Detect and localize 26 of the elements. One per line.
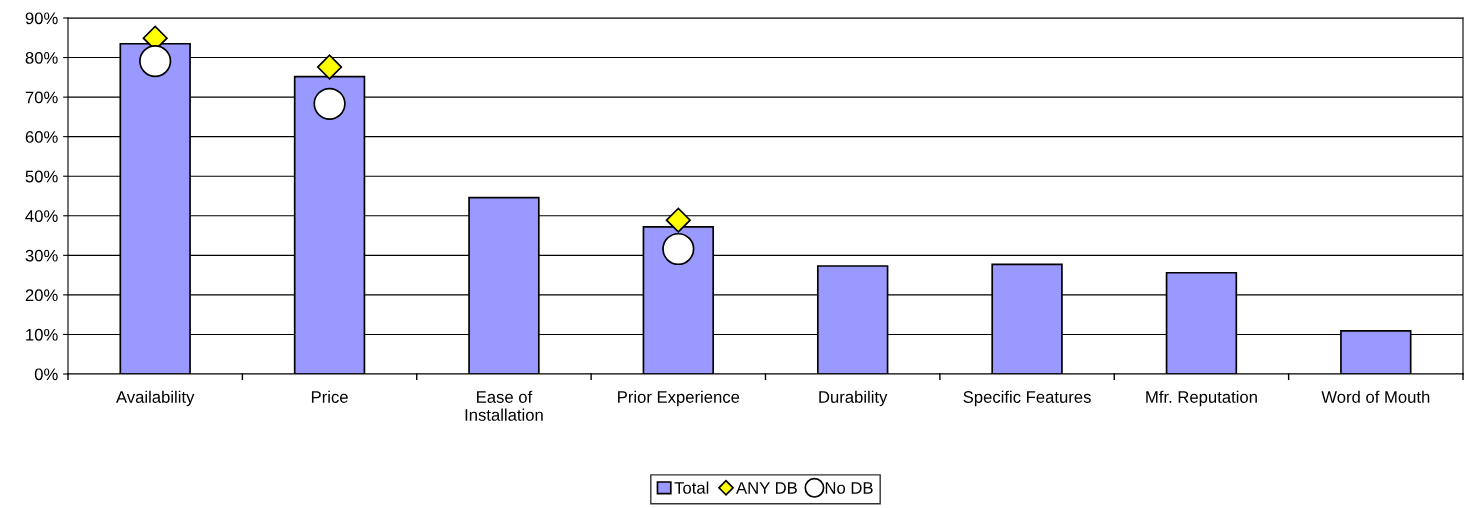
point — [316, 54, 343, 80]
y-tick-label: 20% — [25, 289, 58, 302]
y-tick-label: 80% — [25, 51, 58, 64]
y-tick-label: 10% — [26, 328, 58, 341]
x-tick-label: Durability — [819, 390, 888, 407]
y-tick-label: 30% — [25, 249, 58, 262]
x-tick-label: Price — [311, 390, 348, 403]
x-tick-label: Specific Features — [963, 390, 1091, 407]
x-tick-label: Mfr. Reputation — [1146, 390, 1257, 407]
x-tick-label: Ease of Installation — [465, 390, 543, 421]
y-tick-label: 70% — [25, 91, 58, 104]
point — [662, 232, 695, 266]
x-tick-label: Prior Experience — [618, 390, 740, 407]
legend-label: ANY DB — [736, 482, 797, 494]
x-tick-label: Word of Mouth — [1321, 390, 1430, 403]
y-tick-label: 90% — [25, 12, 58, 25]
y-tick-label: 60% — [25, 131, 58, 143]
point — [665, 207, 691, 233]
legend-label: Total — [674, 481, 709, 494]
y-tick-label: 50% — [25, 170, 58, 183]
y-tick-label: 0% — [34, 368, 58, 381]
point — [313, 87, 346, 120]
legend-label: No DB — [825, 482, 873, 494]
y-tick-label: 40% — [25, 210, 58, 222]
point — [139, 45, 172, 78]
x-tick-label: Availability — [116, 390, 195, 407]
